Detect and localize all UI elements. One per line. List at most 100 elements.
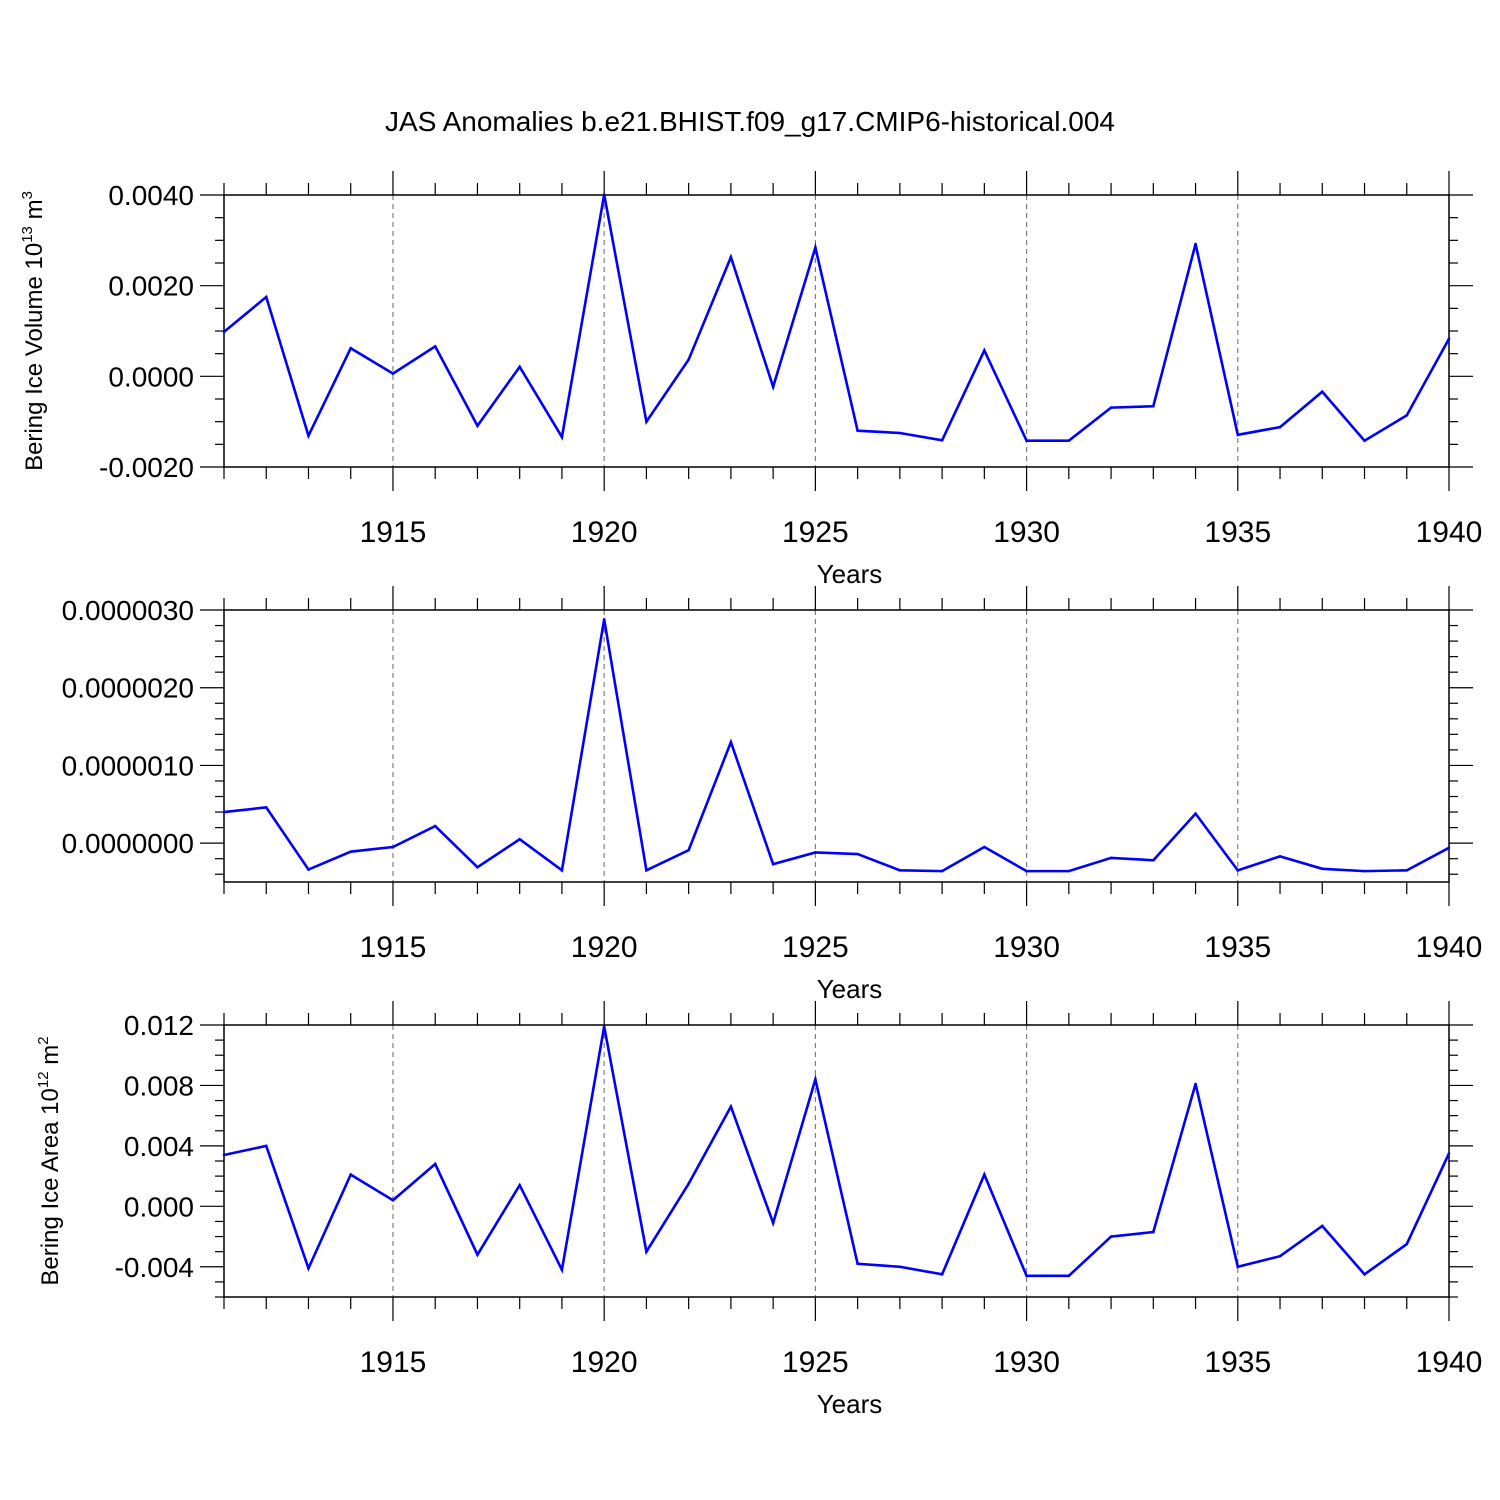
data-point [1109, 406, 1113, 409]
y-tick-label: 0.0020 [108, 271, 194, 302]
data-point [1194, 242, 1197, 246]
x-tick-label: 1920 [571, 1346, 638, 1379]
y-tick-label: -0.0020 [99, 452, 194, 483]
data-point [1405, 414, 1409, 417]
x-axis-label: Years [817, 559, 883, 589]
data-point [391, 372, 395, 375]
data-point [1278, 1254, 1282, 1258]
data-point [645, 1250, 648, 1253]
data-point [1236, 433, 1240, 437]
x-tick-label: 1925 [782, 1346, 849, 1379]
data-point [814, 851, 817, 854]
data-point [433, 824, 437, 828]
data-point [1025, 439, 1028, 443]
data-point [771, 862, 775, 866]
data-point [645, 869, 648, 872]
data-point [476, 865, 479, 869]
data-point [1025, 869, 1028, 873]
data-point [476, 1253, 479, 1256]
data-point [222, 810, 226, 814]
data-point [1278, 855, 1282, 858]
y-tick-label: 0.0000030 [62, 595, 194, 626]
data-point [1447, 337, 1451, 341]
figure-title: JAS Anomalies b.e21.BHIST.f09_g17.CMIP6-… [385, 106, 1115, 137]
y-tick-label: 0.0000 [108, 361, 194, 392]
data-point [602, 1025, 606, 1028]
data-point [645, 420, 648, 423]
data-point [349, 850, 353, 853]
plot-frame [223, 194, 1450, 468]
data-point [687, 848, 690, 852]
data-point [433, 345, 437, 348]
plot-frame [223, 1024, 1450, 1298]
data-point [898, 1265, 902, 1269]
y-tick-label: 0.0040 [108, 180, 194, 211]
x-tick-label: 1930 [993, 931, 1060, 964]
x-tick-label: 1940 [1416, 1346, 1483, 1379]
data-point [1320, 1224, 1324, 1228]
panel-bering-ice-volume: -0.0020 0.0000 0.0020 0.0040 1915 1920 1925 193… [19, 171, 1482, 589]
data-point [856, 852, 859, 856]
panel-bering-ice-area: -0.004 0.000 0.004 0.008 0.012 1915 1920 1925 19… [35, 1001, 1482, 1419]
data-point [814, 246, 817, 249]
y-tick-label: 0.012 [124, 1010, 194, 1041]
data-point [264, 1144, 268, 1148]
data-point [729, 740, 733, 744]
data-point [983, 1173, 986, 1176]
x-axis-label: Years [817, 974, 883, 1004]
x-axis-label: Years [817, 1389, 883, 1419]
data-point [1363, 869, 1366, 873]
x-tick-label: 1925 [782, 931, 849, 964]
y-tick-label: 0.004 [124, 1131, 194, 1162]
x-tick-label: 1940 [1416, 516, 1483, 549]
data-point [560, 435, 564, 439]
data-point [349, 1173, 353, 1176]
data-point [1152, 858, 1155, 862]
data-point [518, 1183, 521, 1187]
panel-series-2: 0.0000000 0.0000010 0.0000020 0.0000030 1915… [62, 586, 1482, 1004]
y-tick-label: -0.004 [115, 1252, 194, 1283]
data-point [856, 1262, 859, 1266]
data-point [940, 869, 944, 873]
data-point [518, 837, 521, 841]
data-point [1320, 390, 1324, 394]
data-point [898, 431, 902, 435]
data-point [898, 869, 902, 872]
data-point [1025, 1274, 1028, 1278]
x-tick-label: 1935 [1204, 931, 1271, 964]
data-point [391, 1198, 395, 1202]
y-tick-label: 0.0000000 [62, 828, 194, 859]
data-point [1067, 869, 1071, 873]
data-point [1320, 867, 1324, 871]
data-point [476, 424, 479, 428]
data-point [1363, 1273, 1366, 1276]
data-point [222, 1153, 226, 1157]
x-tick-label: 1920 [571, 516, 638, 549]
data-point [940, 1273, 944, 1276]
data-point [1067, 439, 1071, 443]
data-point [391, 845, 395, 849]
data-point [264, 806, 268, 809]
data-point [433, 1162, 437, 1166]
data-point [771, 1221, 775, 1225]
data-point [729, 255, 733, 259]
data-point [940, 438, 944, 442]
data-point [1152, 404, 1155, 408]
data-point [1109, 856, 1113, 860]
plot-frame [223, 609, 1450, 883]
data-point [1067, 1274, 1071, 1278]
data-point [687, 1182, 690, 1185]
data-point [264, 295, 268, 299]
data-point [560, 869, 564, 872]
data-point [729, 1105, 733, 1108]
data-point [349, 346, 353, 350]
x-tick-label: 1935 [1204, 516, 1271, 549]
data-point [983, 845, 986, 849]
y-axis-label: Bering Ice Area 1012 m2 [35, 1036, 64, 1285]
data-point [1236, 869, 1240, 872]
x-tick-label: 1935 [1204, 1346, 1271, 1379]
y-tick-label: 0.008 [124, 1070, 194, 1101]
data-point [1363, 439, 1366, 443]
series-line [223, 194, 1451, 443]
